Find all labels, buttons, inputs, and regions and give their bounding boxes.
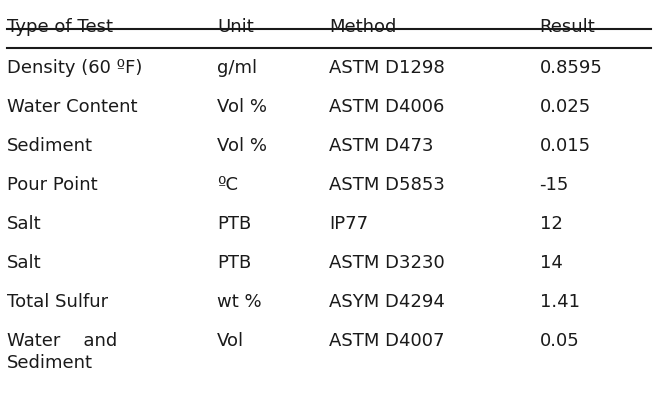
Text: Salt: Salt [7,254,41,272]
Text: Sediment: Sediment [7,137,93,155]
Text: Pour Point: Pour Point [7,176,97,194]
Text: Density (60 ºF): Density (60 ºF) [7,59,142,77]
Text: 1.41: 1.41 [540,292,580,310]
Text: Vol %: Vol % [217,98,267,116]
Text: ASTM D4006: ASTM D4006 [329,98,444,116]
Text: Salt: Salt [7,215,41,233]
Text: g/ml: g/ml [217,59,257,77]
Text: Method: Method [329,18,396,36]
Text: ASTM D1298: ASTM D1298 [329,59,445,77]
Text: 0.015: 0.015 [540,137,591,155]
Text: ASTM D5853: ASTM D5853 [329,176,445,194]
Text: 12: 12 [540,215,563,233]
Text: Water    and
Sediment: Water and Sediment [7,331,117,371]
Text: ASTM D4007: ASTM D4007 [329,331,445,349]
Text: 0.05: 0.05 [540,331,579,349]
Text: ºC: ºC [217,176,238,194]
Text: wt %: wt % [217,292,262,310]
Text: 0.025: 0.025 [540,98,591,116]
Text: 0.8595: 0.8595 [540,59,603,77]
Text: -15: -15 [540,176,569,194]
Text: PTB: PTB [217,215,251,233]
Text: ASTM D3230: ASTM D3230 [329,254,445,272]
Text: Total Sulfur: Total Sulfur [7,292,108,310]
Text: IP77: IP77 [329,215,368,233]
Text: ASYM D4294: ASYM D4294 [329,292,445,310]
Text: Type of Test: Type of Test [7,18,113,36]
Text: 14: 14 [540,254,563,272]
Text: PTB: PTB [217,254,251,272]
Text: Unit: Unit [217,18,254,36]
Text: Vol %: Vol % [217,137,267,155]
Text: Water Content: Water Content [7,98,137,116]
Text: Vol: Vol [217,331,244,349]
Text: Result: Result [540,18,595,36]
Text: ASTM D473: ASTM D473 [329,137,434,155]
